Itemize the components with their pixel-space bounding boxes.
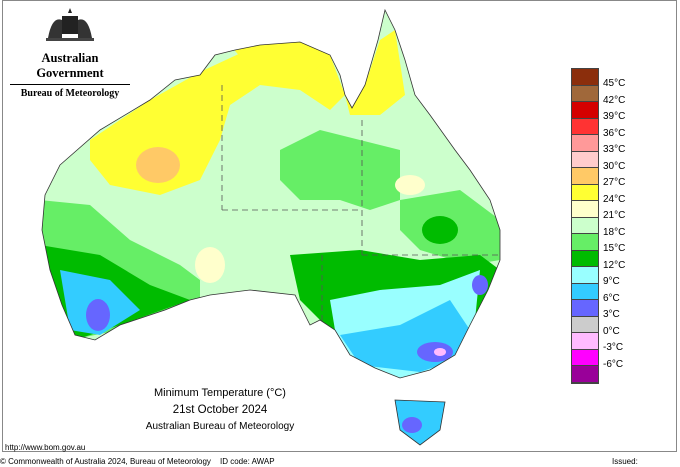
- map-source: Australian Bureau of Meteorology: [145, 421, 295, 432]
- bureau-name: Bureau of Meteorology: [10, 84, 130, 99]
- legend-swatch: [572, 85, 598, 102]
- legend-label: 27°C: [603, 177, 626, 188]
- legend-swatch: [572, 151, 598, 168]
- coat-of-arms-icon: [46, 8, 94, 41]
- coastline: [41, 8, 501, 379]
- legend-swatch: [572, 102, 598, 119]
- legend-swatch: [572, 118, 598, 135]
- legend-swatch: [572, 267, 598, 284]
- copyright: © Commonwealth of Australia 2024, Bureau…: [0, 457, 211, 466]
- id-code: ID code: AWAP: [220, 457, 275, 466]
- color-legend: [571, 68, 599, 384]
- legend-label: 21°C: [603, 210, 626, 221]
- legend-label: 42°C: [603, 94, 626, 106]
- legend-label: 18°C: [603, 226, 626, 238]
- legend-label: 9°C: [603, 276, 620, 287]
- legend-swatch: [572, 234, 598, 251]
- legend-label: -3°C: [603, 342, 624, 353]
- legend-label: -6°C: [603, 358, 624, 370]
- legend-swatch: [572, 201, 598, 218]
- legend-swatch: [572, 333, 598, 350]
- legend-label: 30°C: [603, 160, 626, 172]
- legend-swatch: [572, 135, 598, 152]
- legend-swatch: [572, 250, 598, 267]
- state-borders: [221, 85, 500, 330]
- legend-label: 45°C: [603, 78, 626, 89]
- legend-label: 39°C: [603, 111, 626, 122]
- legend-label: 33°C: [603, 144, 626, 155]
- legend-swatch: [572, 69, 598, 86]
- map-frame: [2, 0, 677, 452]
- issued-date: Issued: 21/10/2024: [612, 457, 652, 467]
- legend-swatch: [572, 316, 598, 333]
- legend-swatch: [572, 349, 598, 366]
- legend-swatch: [572, 366, 598, 383]
- legend-label: 6°C: [603, 292, 620, 304]
- legend-swatch: [572, 300, 598, 317]
- legend-label: 15°C: [603, 243, 626, 254]
- legend-swatch: [572, 283, 598, 300]
- legend-label: 0°C: [603, 325, 620, 337]
- legend-swatch: [572, 217, 598, 234]
- government-logo: Australian Government Bureau of Meteorol…: [10, 8, 130, 99]
- legend-label: 36°C: [603, 127, 626, 139]
- map-date: 21st October 2024: [172, 404, 268, 416]
- legend-swatch: [572, 168, 598, 185]
- map-title: Minimum Temperature (°C): [154, 387, 286, 399]
- website-link[interactable]: http://www.bom.gov.au: [5, 443, 86, 452]
- legend-label: 3°C: [603, 309, 620, 320]
- legend-swatch: [572, 184, 598, 201]
- legend-label: 24°C: [603, 193, 626, 205]
- government-name: Australian Government: [36, 51, 104, 80]
- legend-label: 12°C: [603, 259, 626, 271]
